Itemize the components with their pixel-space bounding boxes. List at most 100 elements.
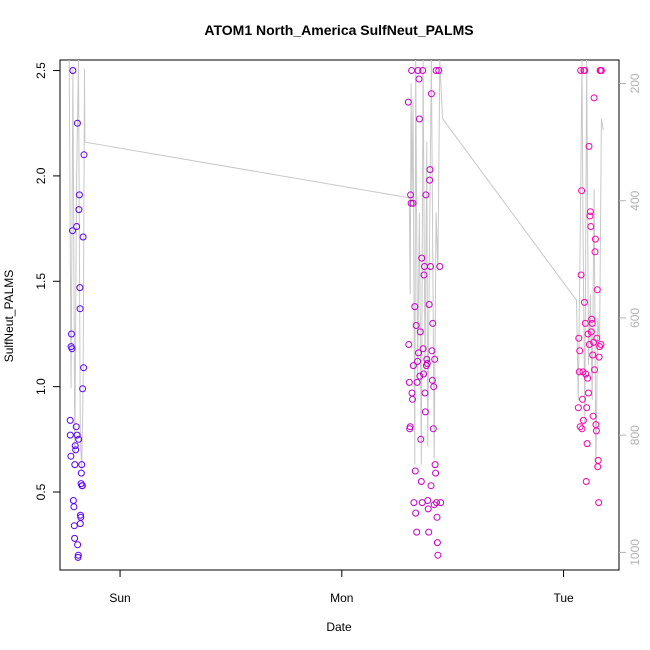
- data-point-series-3: [579, 416, 587, 424]
- data-point-series-2: [412, 322, 420, 329]
- data-point-series-2: [405, 341, 413, 348]
- data-point-series-2: [424, 497, 432, 504]
- data-point-series-2: [433, 513, 441, 521]
- data-point-series-2: [421, 389, 429, 397]
- data-point-series-2: [428, 376, 436, 384]
- data-point-series-2: [412, 509, 420, 517]
- data-point-series-3: [593, 334, 601, 342]
- data-point-series-2: [405, 378, 413, 386]
- data-point-series-1: [71, 461, 79, 469]
- data-point-series-3: [583, 440, 591, 448]
- data-point-series-2: [425, 528, 433, 536]
- data-point-series-1: [73, 119, 81, 127]
- data-point-series-3: [588, 315, 596, 323]
- data-point-series-1: [66, 416, 74, 424]
- y-tick-label: 2.5: [34, 62, 48, 79]
- data-point-series-2: [425, 301, 433, 308]
- data-point-series-1: [72, 423, 80, 431]
- data-point-series-2: [413, 528, 421, 536]
- data-point-series-1: [80, 151, 88, 159]
- plot-frame: [59, 59, 620, 571]
- data-point-series-2: [407, 199, 415, 207]
- data-point-series-2: [430, 501, 438, 509]
- data-point-series-3: [592, 427, 600, 435]
- data-point-series-2: [421, 408, 429, 416]
- data-point-series-3: [594, 456, 602, 464]
- data-point-series-3: [578, 187, 586, 195]
- data-point-series-2: [411, 303, 419, 311]
- data-point-series-2: [437, 499, 445, 507]
- chart-title: ATOM1 North_America SulfNeut_PALMS: [204, 22, 473, 38]
- secondary-tick-label: 800: [628, 425, 642, 445]
- data-point-series-2: [433, 539, 441, 547]
- data-point-series-1: [68, 330, 75, 338]
- data-point-series-1: [75, 435, 83, 443]
- data-point-series-2: [426, 176, 434, 184]
- data-point-series-1: [66, 431, 74, 439]
- data-point-series-2: [419, 345, 427, 353]
- data-point-series-3: [587, 328, 595, 336]
- data-point-series-2: [434, 551, 442, 559]
- data-point-series-1: [77, 469, 85, 477]
- data-point-series-2: [427, 90, 435, 98]
- data-point-series-1: [80, 364, 88, 372]
- data-point-series-3: [576, 423, 584, 431]
- data-point-series-2: [423, 360, 431, 367]
- data-point-series-3: [588, 319, 596, 327]
- axis-layer: Sun Mon Tue 0.5 1.0 1.5 2.0 2.5 200 400 600 800 1000: [34, 62, 642, 605]
- data-point-series-2: [415, 115, 423, 123]
- data-point-series-2: [420, 370, 428, 378]
- data-point-series-2: [422, 191, 430, 199]
- secondary-trace-line: [68, 59, 604, 471]
- data-point-series-1: [69, 497, 77, 504]
- data-point-series-2: [409, 395, 416, 403]
- scatter-point-layer: [66, 67, 605, 561]
- data-point-series-3: [582, 478, 590, 485]
- data-point-series-1: [75, 191, 83, 199]
- data-point-series-2: [426, 166, 434, 174]
- data-point-series-2: [432, 67, 440, 74]
- data-point-series-1: [71, 534, 79, 542]
- data-point-series-3: [583, 404, 591, 412]
- data-point-series-1: [74, 551, 82, 559]
- data-point-series-1: [74, 541, 82, 549]
- data-point-series-2: [427, 263, 434, 270]
- data-point-series-3: [575, 334, 583, 342]
- data-point-series-1: [70, 522, 78, 530]
- data-point-series-1: [70, 503, 78, 511]
- secondary-tick-label: 200: [628, 73, 642, 93]
- data-point-series-3: [574, 404, 582, 412]
- data-point-series-3: [581, 67, 589, 74]
- data-point-series-2: [419, 67, 427, 74]
- data-point-series-2: [435, 67, 443, 74]
- data-point-series-2: [411, 467, 419, 475]
- data-point-series-2: [417, 478, 425, 485]
- data-point-series-3: [584, 374, 592, 382]
- data-point-series-3: [589, 351, 597, 359]
- data-point-series-2: [409, 199, 417, 207]
- secondary-tick-label: 400: [628, 190, 642, 210]
- x-tick-label: Sun: [109, 591, 130, 605]
- data-point-series-2: [431, 461, 439, 469]
- data-point-series-3: [575, 368, 583, 376]
- data-point-series-2: [415, 75, 423, 83]
- x-axis-label: Date: [326, 620, 352, 634]
- data-point-series-2: [416, 328, 424, 336]
- data-point-series-2: [430, 383, 438, 391]
- data-point-series-1: [79, 233, 87, 241]
- data-point-series-1: [78, 482, 86, 490]
- data-point-series-3: [585, 389, 592, 397]
- data-point-series-1: [78, 461, 86, 469]
- data-point-series-2: [436, 263, 444, 270]
- data-point-series-3: [589, 412, 597, 420]
- data-point-series-3: [577, 67, 585, 74]
- data-point-series-2: [416, 372, 424, 380]
- data-point-series-3: [586, 208, 594, 216]
- data-point-series-1: [75, 206, 83, 214]
- data-point-series-1: [76, 305, 84, 313]
- data-point-series-2: [409, 362, 417, 370]
- x-tick-label: Tue: [553, 591, 574, 605]
- data-point-series-2: [420, 271, 428, 279]
- data-point-series-3: [591, 366, 598, 374]
